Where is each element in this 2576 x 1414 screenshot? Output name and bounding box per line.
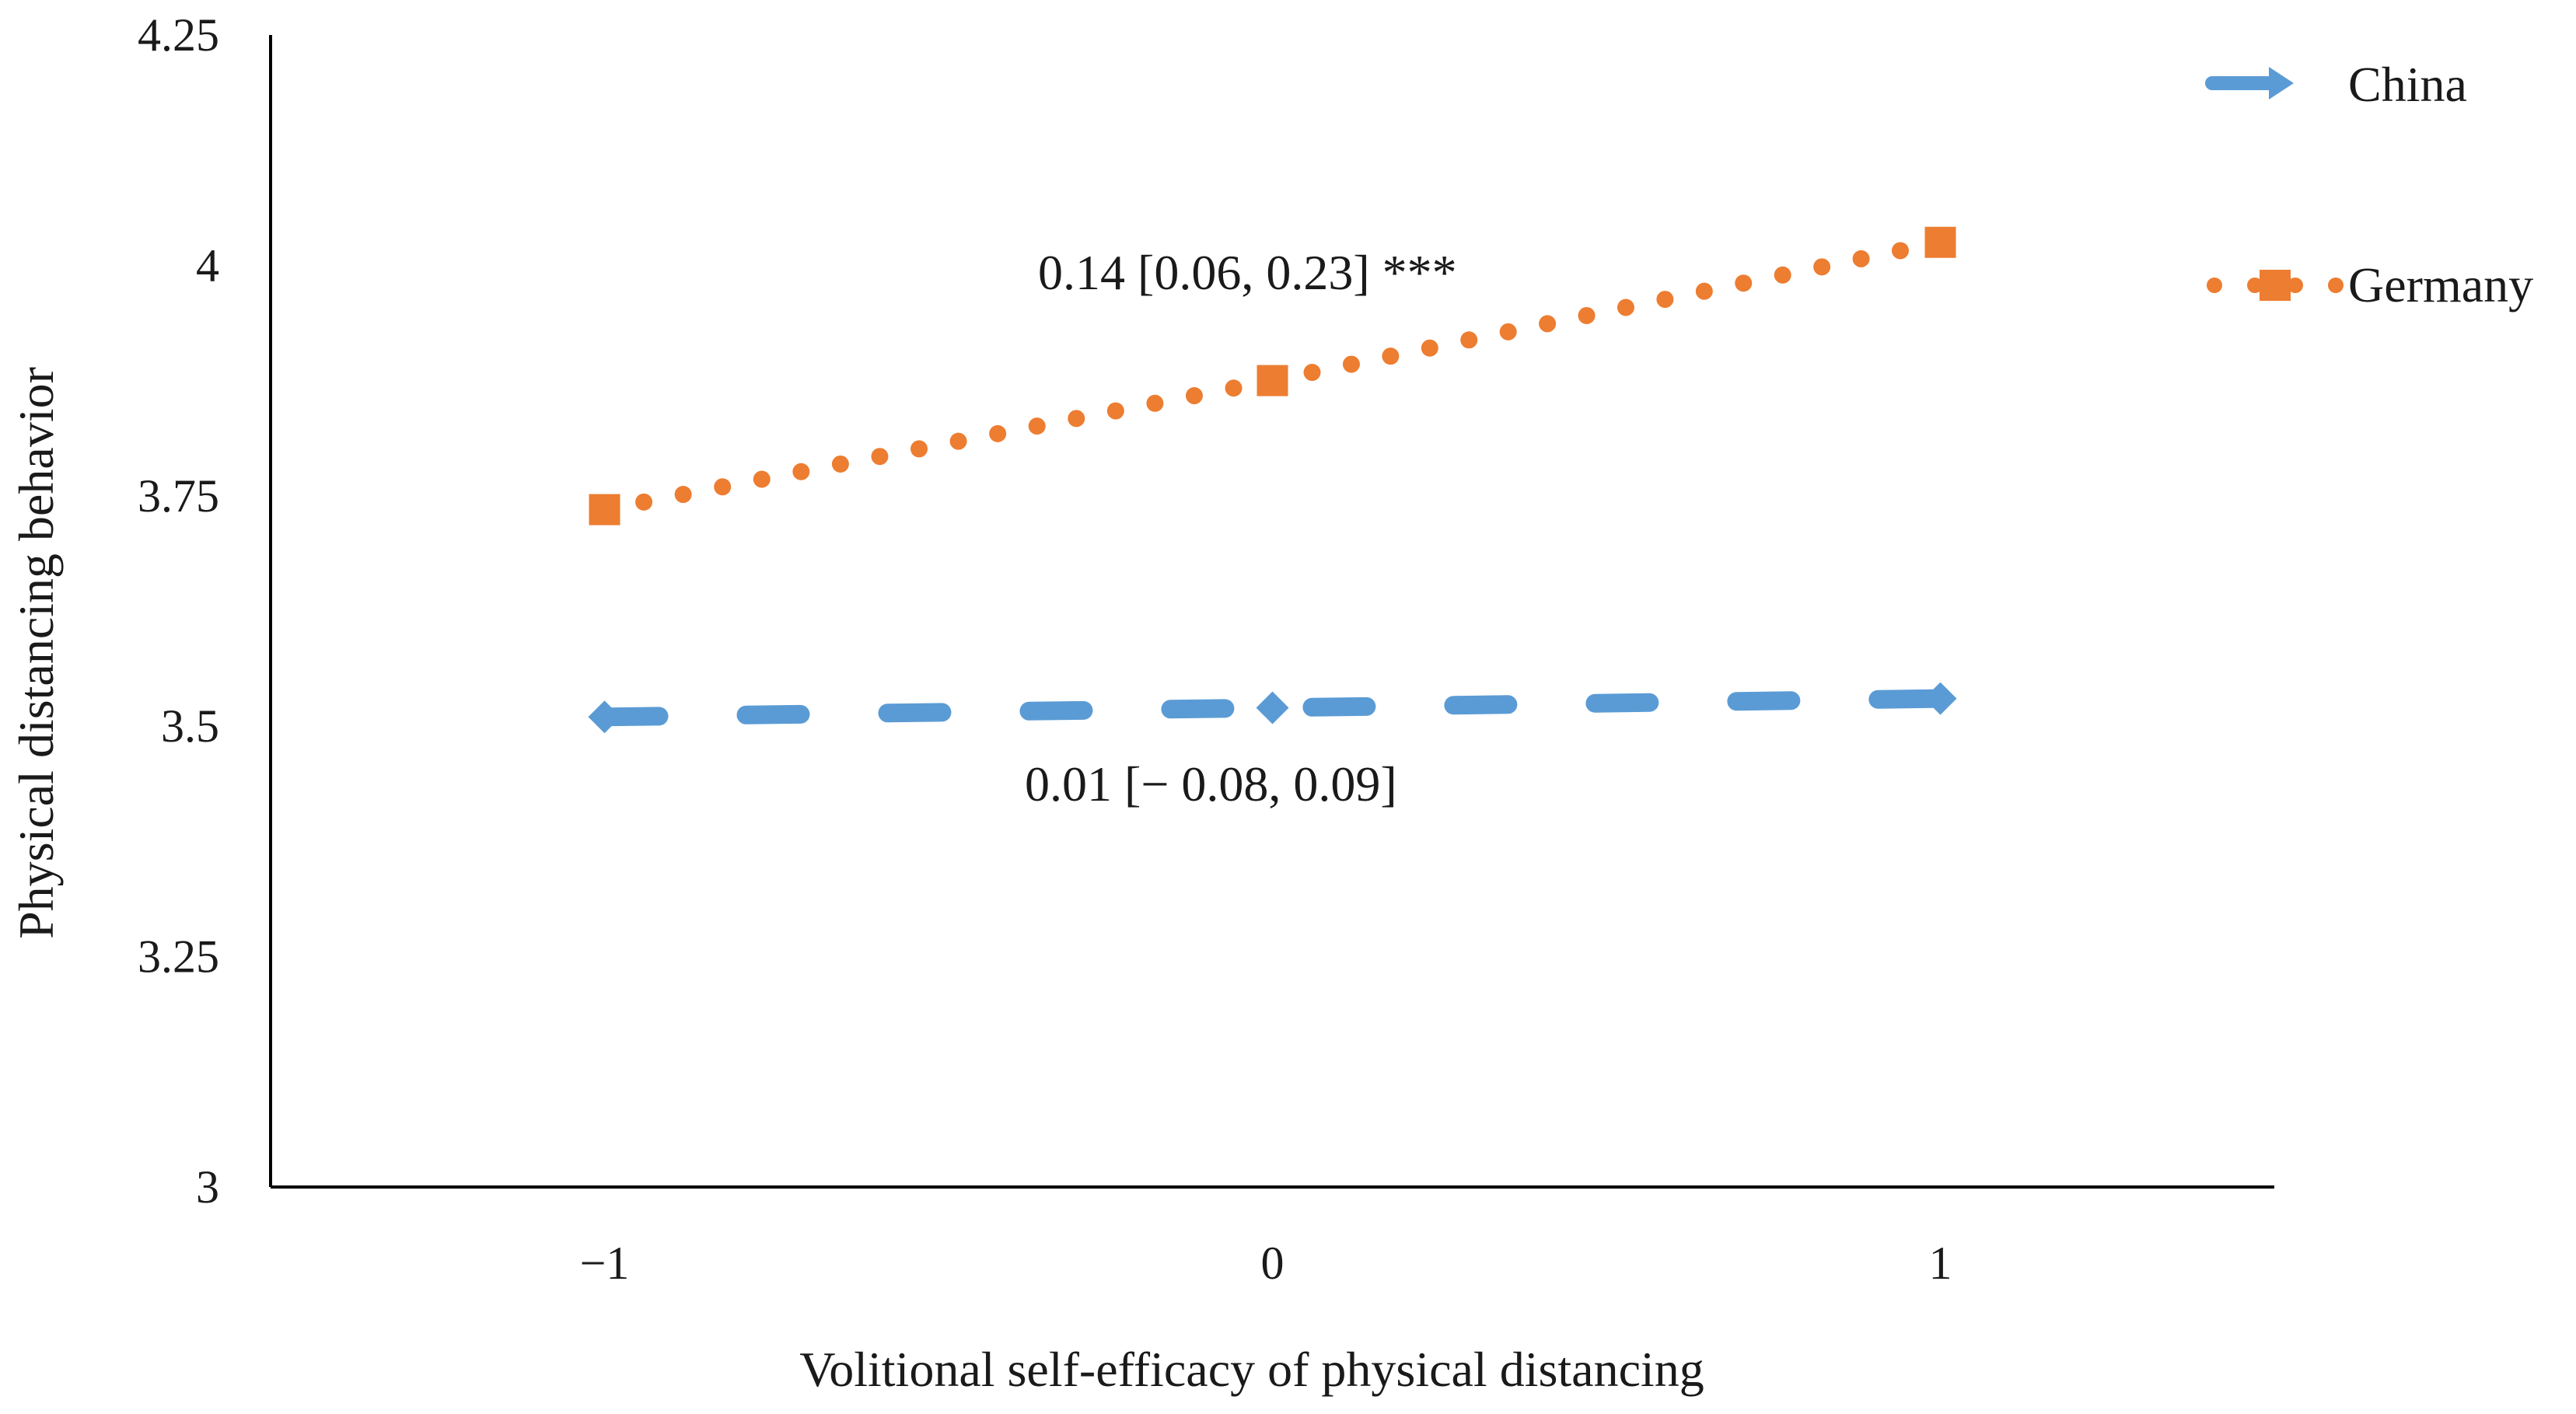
data-point-germany: [1924, 226, 1956, 258]
marker-layer: [588, 226, 1957, 734]
x-tick-label: 1: [1929, 1238, 1952, 1289]
x-axis-ticks: −1 0 1: [580, 1238, 1952, 1289]
legend-swatch-china-marker: [2269, 67, 2294, 100]
y-axis-ticks: 3 3.25 3.5 3.75 4 4.25: [138, 9, 219, 1213]
legend-entry-china: China: [2205, 57, 2467, 112]
y-axis-title: Physical distancing behavior: [9, 367, 64, 939]
data-point-china: [588, 700, 621, 734]
x-tick-label: −1: [580, 1238, 630, 1289]
legend-label-germany: Germany: [2348, 257, 2533, 312]
legend-swatch-germany-marker: [2260, 270, 2291, 301]
data-point-germany: [589, 494, 620, 525]
x-axis-title: Volitional self-efficacy of physical dis…: [799, 1342, 1704, 1397]
china-slope-annotation: 0.01 [− 0.08, 0.09]: [1025, 756, 1397, 812]
data-point-germany: [1257, 365, 1288, 396]
legend-label-china: China: [2348, 57, 2467, 112]
legend-entry-germany: Germany: [2207, 257, 2533, 312]
y-tick-label: 3.5: [161, 700, 219, 752]
series-layer: [595, 233, 1950, 727]
legend: China Germany: [2205, 57, 2533, 312]
y-tick-label: 4.25: [138, 9, 219, 61]
y-tick-label: 3.75: [138, 470, 219, 522]
y-tick-label: 4: [196, 239, 219, 291]
x-tick-label: 0: [1261, 1238, 1285, 1289]
y-tick-label: 3.25: [138, 931, 219, 983]
germany-slope-annotation: 0.14 [0.06, 0.23] ***: [1038, 245, 1457, 300]
data-point-china: [1256, 691, 1289, 724]
y-tick-label: 3: [196, 1161, 219, 1213]
data-point-china: [1924, 682, 1957, 715]
